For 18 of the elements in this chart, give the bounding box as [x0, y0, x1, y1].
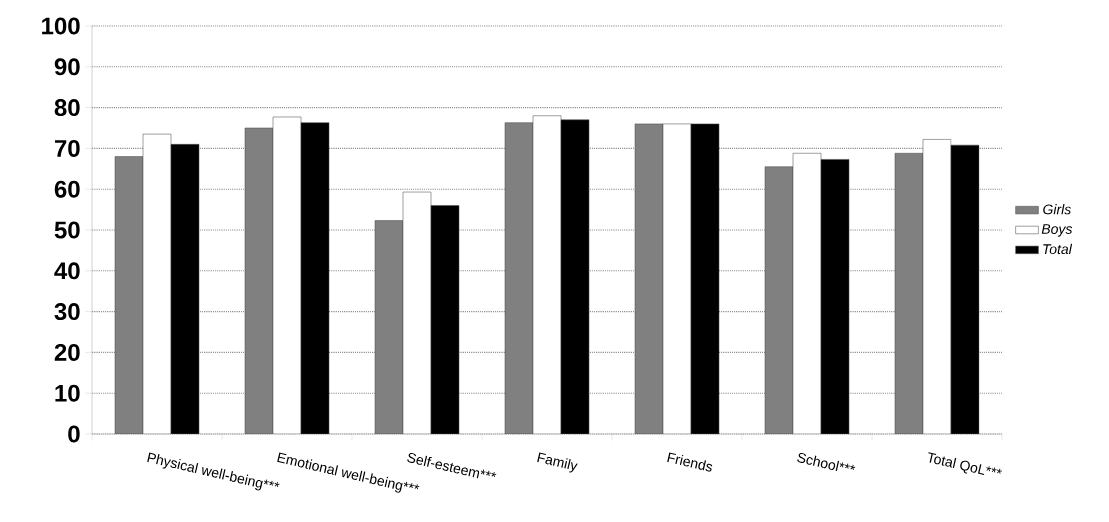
x-tick-label: Total QoL***	[928, 452, 1002, 475]
legend-label: Girls	[1043, 204, 1071, 215]
y-tick-label: 100	[42, 17, 80, 35]
y-tick-label: 40	[54, 262, 80, 280]
legend-label: Total	[1043, 243, 1073, 255]
x-tick-label: Friends	[667, 452, 713, 472]
x-tick-label: School***	[797, 452, 856, 472]
y-tick-label: 50	[54, 221, 80, 239]
y-tick-label: 80	[54, 99, 80, 117]
y-tick-label: 10	[55, 384, 80, 402]
y-tick-label: 60	[54, 180, 80, 198]
y-tick-label: 0	[68, 425, 80, 443]
x-tick-label: Family	[537, 452, 578, 473]
y-tick-label: 20	[54, 343, 80, 361]
y-tick-label: 90	[54, 58, 80, 76]
legend-label: Boys	[1041, 224, 1073, 237]
y-tick-label: 30	[54, 303, 80, 321]
y-tick-label: 70	[54, 139, 80, 157]
